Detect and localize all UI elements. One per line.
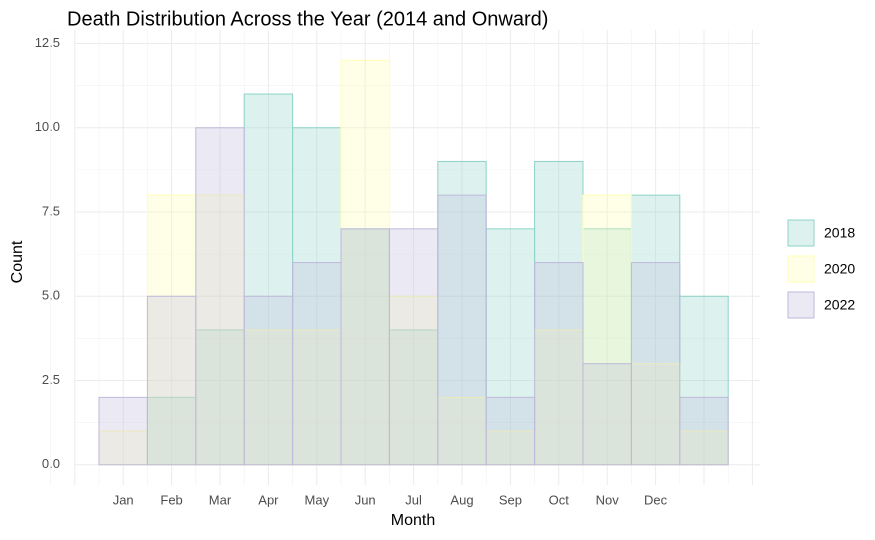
bar	[534, 329, 584, 466]
x-tick-label: Aug	[450, 492, 473, 507]
y-tick-label: 5.0	[42, 288, 60, 303]
bar	[630, 262, 681, 466]
y-tick-label: 2.5	[42, 372, 60, 387]
bar	[340, 59, 390, 466]
bar	[98, 396, 148, 466]
bar	[679, 396, 729, 466]
y-axis-label: Count	[9, 240, 26, 283]
bar	[630, 363, 681, 466]
bar	[485, 430, 536, 466]
bar	[534, 160, 584, 466]
x-tick-label: Jun	[355, 492, 376, 507]
x-tick-label: Sep	[499, 492, 522, 507]
bar	[340, 228, 390, 466]
legend-label: 2022	[824, 297, 855, 313]
x-tick-label: Nov	[596, 492, 620, 507]
bar	[388, 228, 439, 466]
legend-swatch	[787, 219, 815, 247]
bar	[437, 194, 487, 466]
y-tick-label: 10.0	[35, 119, 60, 134]
x-tick-label: Apr	[258, 492, 279, 507]
bar	[146, 295, 197, 466]
x-tick-label: Jan	[113, 492, 134, 507]
x-tick-label: Feb	[160, 492, 182, 507]
bar	[195, 329, 245, 466]
bar	[195, 127, 245, 466]
bar	[243, 295, 294, 466]
bar	[292, 262, 342, 466]
legend-swatch	[787, 291, 815, 319]
bar	[388, 329, 439, 466]
bar	[340, 228, 390, 466]
y-tick-label: 0.0	[42, 456, 60, 471]
bar	[243, 93, 294, 466]
x-tick-label: Dec	[644, 492, 668, 507]
y-tick-label: 12.5	[35, 35, 60, 50]
bar	[534, 262, 584, 466]
legend-label: 2020	[824, 261, 855, 277]
bar	[485, 396, 536, 466]
legend-swatch	[787, 255, 815, 283]
bar	[582, 363, 632, 466]
x-tick-label: Mar	[209, 492, 232, 507]
bar	[292, 127, 342, 466]
y-tick-label: 7.5	[42, 203, 60, 218]
legend-label: 2018	[824, 225, 855, 241]
x-axis-label: Month	[391, 512, 435, 529]
x-tick-label: May	[305, 492, 330, 507]
x-tick-label: Jul	[405, 492, 422, 507]
x-tick-label: Oct	[549, 492, 570, 507]
bar	[195, 194, 245, 466]
chart-title: Death Distribution Across the Year (2014…	[67, 8, 548, 30]
